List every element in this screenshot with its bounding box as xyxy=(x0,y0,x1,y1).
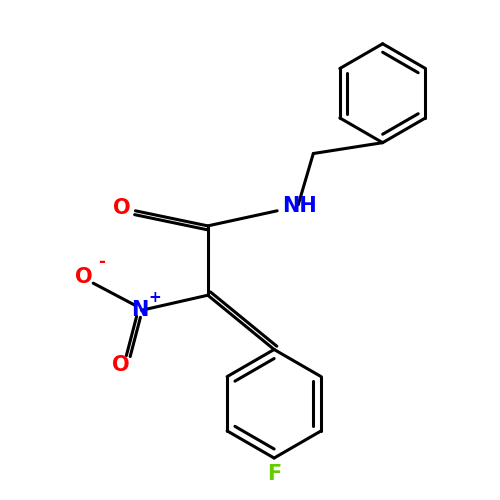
Text: O: O xyxy=(76,267,93,287)
Text: O: O xyxy=(114,198,131,218)
Text: N: N xyxy=(132,300,149,320)
Text: F: F xyxy=(267,464,281,484)
Text: +: + xyxy=(148,290,161,304)
Text: NH: NH xyxy=(282,196,316,216)
Text: -: - xyxy=(98,253,104,271)
Text: O: O xyxy=(112,354,129,374)
